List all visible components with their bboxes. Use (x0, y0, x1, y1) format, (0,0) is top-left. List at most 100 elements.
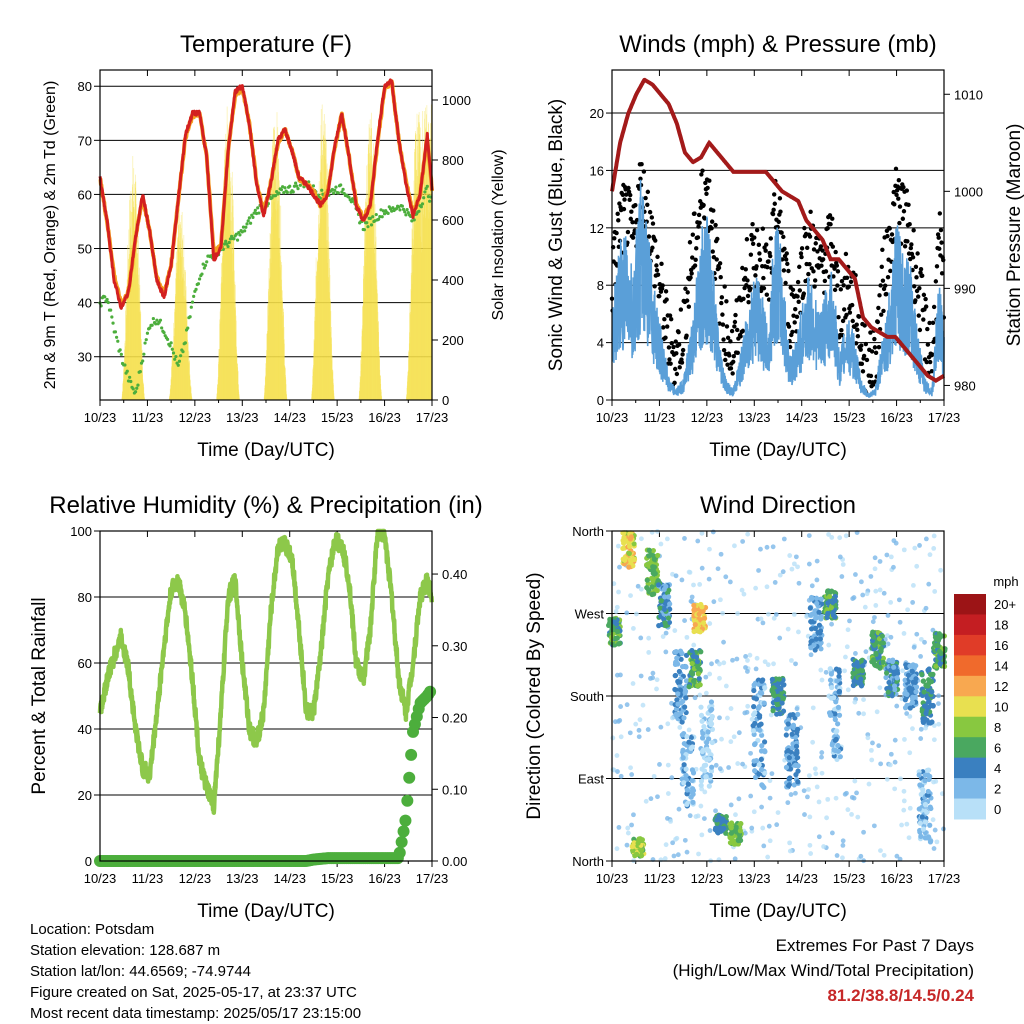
direction-point (723, 574, 729, 580)
direction-point (760, 620, 766, 626)
direction-point (923, 605, 929, 611)
direction-point (849, 812, 854, 817)
direction-point (695, 538, 701, 544)
direction-point (852, 670, 858, 676)
direction-point (924, 809, 930, 815)
direction-point (880, 640, 887, 646)
x-tick-label: 14/23 (273, 410, 306, 425)
direction-point (827, 666, 833, 672)
gust-point (688, 275, 693, 280)
x-tick-label: 12/23 (691, 410, 724, 425)
gust-point (624, 192, 629, 197)
dewpoint-point (203, 263, 208, 268)
y-tick-label: 40 (78, 722, 92, 737)
gust-point (668, 361, 673, 366)
dewpoint-point (111, 321, 115, 325)
direction-point (674, 697, 680, 703)
direction-point (793, 554, 799, 560)
direction-point (701, 816, 707, 822)
gust-point (735, 327, 740, 333)
direction-point (648, 796, 654, 802)
direction-point (805, 794, 810, 800)
direction-point (716, 826, 722, 832)
gust-point (896, 196, 901, 201)
gust-point (705, 185, 710, 191)
direction-point (614, 604, 620, 610)
direction-point (684, 849, 690, 855)
direction-point (759, 732, 765, 738)
dewpoint-point (341, 187, 345, 191)
direction-point (806, 561, 812, 567)
direction-point (743, 665, 748, 670)
direction-point (681, 740, 687, 747)
direction-point (773, 612, 779, 617)
direction-point (806, 787, 811, 792)
direction-point (885, 689, 891, 695)
direction-point (707, 772, 713, 779)
direction-point (872, 641, 878, 648)
direction-point (655, 552, 661, 559)
direction-point (748, 793, 754, 799)
dewpoint-point (279, 188, 284, 192)
dewpoint-point (205, 260, 209, 264)
dewpoint-point (336, 191, 340, 195)
x-axis-label: Time (Day/UTC) (197, 901, 335, 922)
direction-point (629, 844, 635, 850)
gust-point (802, 225, 807, 231)
direction-point (806, 773, 812, 779)
gust-point (725, 335, 731, 341)
gust-point (620, 192, 626, 197)
dewpoint-point (148, 326, 152, 330)
direction-point (701, 615, 708, 621)
gust-point (916, 313, 921, 318)
direction-point (630, 626, 636, 631)
gust-point (880, 247, 885, 252)
gust-point (617, 201, 622, 206)
plot-frame (611, 69, 945, 401)
direction-point (832, 747, 838, 753)
gust-point (936, 235, 941, 240)
x-tick-label: 14/23 (785, 410, 818, 425)
dewpoint-point (154, 322, 158, 326)
direction-point (634, 851, 640, 857)
direction-point (644, 577, 650, 583)
direction-point (907, 750, 913, 756)
direction-point (814, 558, 820, 564)
gust-point (825, 226, 830, 231)
direction-point (673, 573, 679, 579)
direction-point (824, 589, 831, 595)
direction-point (761, 739, 768, 745)
direction-point (756, 568, 761, 573)
gust-point (901, 184, 906, 190)
dewpoint-point (340, 190, 344, 194)
x-tick-label: 16/23 (880, 871, 913, 886)
direction-point (709, 661, 714, 667)
dewpoint-point (253, 208, 257, 212)
direction-point (717, 715, 722, 721)
gust-point (842, 307, 847, 312)
gust-point (615, 211, 620, 217)
gust-point (868, 373, 874, 379)
gust-point (862, 323, 867, 328)
direction-point (894, 853, 900, 859)
direction-point (907, 705, 913, 711)
gust-point (683, 286, 688, 291)
gust-point (885, 233, 890, 239)
direction-point (723, 683, 729, 689)
gust-point (655, 272, 661, 277)
gust-point (696, 212, 702, 218)
direction-point (691, 642, 697, 648)
dewpoint-point (275, 190, 279, 194)
direction-point (861, 711, 866, 717)
dewpoint-point (232, 237, 236, 241)
direction-point (693, 814, 699, 819)
dewpoint-point (419, 205, 423, 209)
gust-point (833, 249, 838, 255)
gust-point (727, 353, 732, 358)
x-tick-label: 15/23 (833, 871, 866, 886)
direction-point (765, 611, 771, 617)
direction-point (717, 661, 722, 667)
gust-point (689, 271, 694, 276)
gust-point (740, 265, 745, 271)
gust-point (612, 236, 617, 241)
